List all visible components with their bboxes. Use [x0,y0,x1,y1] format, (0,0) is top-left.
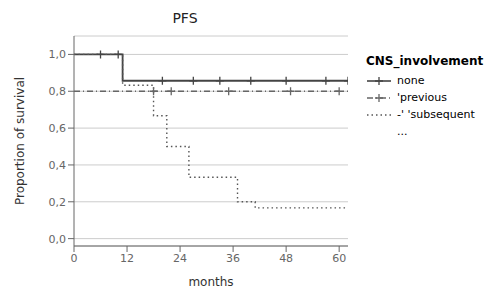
svg-text:months: months [188,275,233,289]
svg-text:Proportion of survival: Proportion of survival [13,77,27,205]
html-text:CNS_involvement: CNS_involvement [366,54,484,68]
html-text:-' 'subsequent: -' 'subsequent [397,108,475,121]
svg-text:0,4: 0,4 [49,159,67,172]
svg-text:0,2: 0,2 [49,196,67,209]
html-text:'previous: 'previous [397,91,448,104]
svg-text:36: 36 [226,252,240,265]
svg-text:0: 0 [71,252,78,265]
svg-text:48: 48 [279,252,293,265]
svg-text:0,6: 0,6 [49,122,67,135]
html-text:none: none [397,74,425,87]
svg-text:24: 24 [173,252,187,265]
svg-text:12: 12 [120,252,134,265]
svg-text:0,0: 0,0 [49,233,67,246]
svg-text:1,0: 1,0 [49,48,67,61]
svg-text:60: 60 [332,252,346,265]
svg-text:0,8: 0,8 [49,85,67,98]
html-text:PFS: PFS [172,10,198,26]
